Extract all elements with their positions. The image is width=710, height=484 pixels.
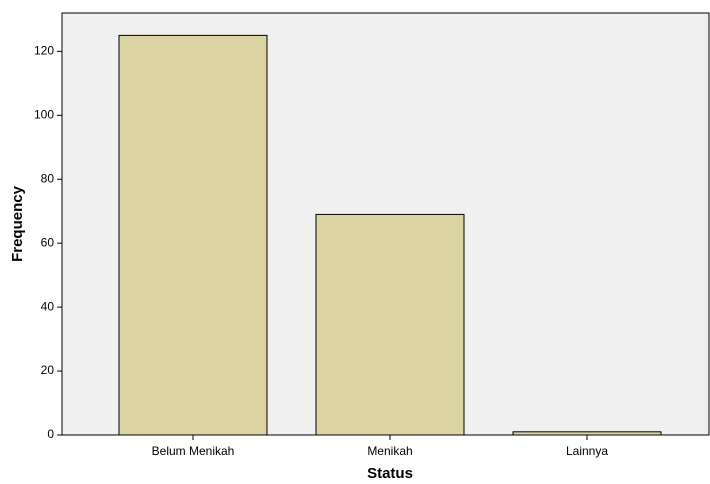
y-tick-label: 20 (41, 363, 55, 377)
bar (118, 34, 268, 436)
x-tick-label: Menikah (367, 444, 412, 458)
y-tick-label: 80 (41, 171, 55, 185)
bar (315, 213, 465, 436)
y-tick-label: 60 (41, 235, 55, 249)
x-axis-title: Status (367, 465, 413, 482)
y-tick-label: 100 (34, 107, 54, 121)
y-tick-label: 40 (41, 299, 55, 313)
y-axis-title: Frequency (9, 185, 26, 262)
y-tick-label: 0 (47, 427, 54, 441)
y-tick-label: 120 (34, 44, 54, 58)
x-tick-label: Lainnya (566, 444, 608, 458)
x-tick-label: Belum Menikah (152, 444, 235, 458)
